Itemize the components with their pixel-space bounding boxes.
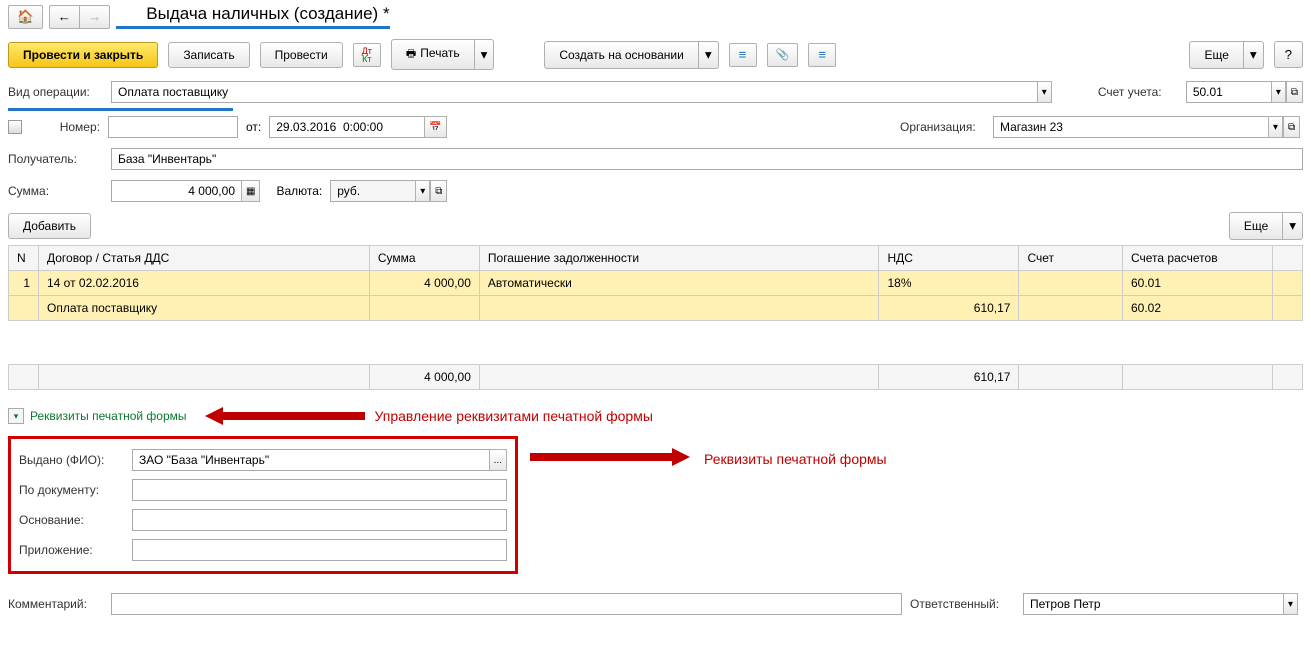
table-row: Оплата поставщику 610,17 60.02 <box>9 296 1303 321</box>
print-form-requisites: Выдано (ФИО): ... По документу: Основани… <box>8 436 518 574</box>
help-button[interactable]: ? <box>1274 41 1303 68</box>
annotation-arrow-left <box>205 405 365 427</box>
currency-input <box>330 180 415 202</box>
forward-button[interactable]: → <box>80 5 110 29</box>
more-dropdown[interactable]: ▾ <box>1244 41 1264 69</box>
responsible-input[interactable] <box>1023 593 1283 615</box>
issued-label: Выдано (ФИО): <box>19 453 124 467</box>
doc-label: По документу: <box>19 483 124 497</box>
account-input[interactable] <box>1186 81 1271 103</box>
col-extra[interactable] <box>1273 246 1303 271</box>
main-toolbar: Провести и закрыть Записать Провести ДтК… <box>0 33 1311 76</box>
currency-open[interactable] <box>430 180 447 202</box>
annotation-text-2: Реквизиты печатной формы <box>704 451 887 467</box>
menu-icon[interactable] <box>8 120 22 134</box>
org-input[interactable] <box>993 116 1268 138</box>
currency-label: Валюта: <box>276 184 322 198</box>
col-n[interactable]: N <box>9 246 39 271</box>
org-open[interactable] <box>1283 116 1300 138</box>
related-button[interactable] <box>729 43 757 67</box>
sum-calc-button[interactable]: ▦ <box>241 180 260 202</box>
table-more-button[interactable]: Еще <box>1229 212 1283 240</box>
table-totals-row: 4 000,00 610,17 <box>9 365 1303 390</box>
org-label: Организация: <box>900 120 985 134</box>
table-more-dropdown[interactable]: ▾ <box>1283 212 1303 240</box>
col-contract[interactable]: Договор / Статья ДДС <box>39 246 370 271</box>
recipient-row: Получатель: <box>0 143 1311 175</box>
add-row-button[interactable]: Добавить <box>8 213 91 239</box>
basis-label: Основание: <box>19 513 124 527</box>
more-button[interactable]: Еще <box>1189 41 1243 69</box>
table-empty-row <box>9 321 1303 365</box>
back-button[interactable]: ← <box>49 5 80 29</box>
currency-dropdown[interactable]: ▾ <box>415 180 430 202</box>
attach-input[interactable] <box>132 539 507 561</box>
table-toolbar: Добавить Еще ▾ <box>0 207 1311 245</box>
number-label: Номер: <box>30 120 100 134</box>
save-button[interactable]: Записать <box>168 42 249 68</box>
op-type-dropdown[interactable]: ▾ <box>1037 81 1052 103</box>
number-row: Номер: от: Организация: ▾ <box>0 111 1311 143</box>
annotation-arrow-right <box>530 446 690 471</box>
create-based-button[interactable]: Создать на основании <box>544 41 699 69</box>
col-accs[interactable]: Счета расчетов <box>1123 246 1273 271</box>
annotation-text-1: Управление реквизитами печатной формы <box>375 408 653 424</box>
attach-label: Приложение: <box>19 543 124 557</box>
date-picker-button[interactable] <box>424 116 446 138</box>
issued-input[interactable] <box>132 449 489 471</box>
account-dropdown[interactable]: ▾ <box>1271 81 1286 103</box>
post-button[interactable]: Провести <box>260 42 343 68</box>
col-repay[interactable]: Погашение задолженности <box>479 246 879 271</box>
operation-type-row: Вид операции: ▾ Счет учета: ▾ <box>0 76 1311 108</box>
print-form-section-toggle[interactable]: ▾ Реквизиты печатной формы <box>0 400 195 432</box>
print-button[interactable]: Печать <box>391 39 475 70</box>
dtkt-button[interactable]: ДтКт <box>353 43 381 67</box>
basis-input[interactable] <box>132 509 507 531</box>
page-title: Выдача наличных (создание) * <box>116 4 389 29</box>
comment-input[interactable] <box>111 593 902 615</box>
table-header-row: N Договор / Статья ДДС Сумма Погашение з… <box>9 246 1303 271</box>
col-vat[interactable]: НДС <box>879 246 1019 271</box>
op-type-label: Вид операции: <box>8 85 103 99</box>
date-input[interactable] <box>269 116 424 138</box>
sum-row: Сумма: ▦ Валюта: ▾ <box>0 175 1311 207</box>
responsible-dropdown[interactable]: ▾ <box>1283 593 1298 615</box>
issued-select-button[interactable]: ... <box>489 449 507 471</box>
col-sum[interactable]: Сумма <box>369 246 479 271</box>
ot-label: от: <box>246 120 261 134</box>
account-open[interactable] <box>1286 81 1303 103</box>
top-nav-bar: 🏠 ← → Выдача наличных (создание) * <box>0 0 1311 33</box>
list-button[interactable] <box>808 43 836 67</box>
col-acc[interactable]: Счет <box>1019 246 1123 271</box>
comment-label: Комментарий: <box>8 597 103 611</box>
responsible-label: Ответственный: <box>910 597 1015 611</box>
sum-label: Сумма: <box>8 184 103 198</box>
chevron-down-icon: ▾ <box>8 408 24 424</box>
doc-input[interactable] <box>132 479 507 501</box>
footer-row: Комментарий: Ответственный: ▾ <box>0 588 1311 620</box>
payments-table: N Договор / Статья ДДС Сумма Погашение з… <box>8 245 1303 390</box>
number-input[interactable] <box>108 116 238 138</box>
print-dropdown[interactable]: ▾ <box>475 39 495 70</box>
account-label: Счет учета: <box>1098 85 1178 99</box>
attach-button[interactable] <box>767 43 799 67</box>
org-dropdown[interactable]: ▾ <box>1268 116 1283 138</box>
sum-input[interactable] <box>111 180 241 202</box>
create-based-dropdown[interactable]: ▾ <box>699 41 719 69</box>
recipient-label: Получатель: <box>8 152 103 166</box>
post-and-close-button[interactable]: Провести и закрыть <box>8 42 158 68</box>
section-title: Реквизиты печатной формы <box>30 409 187 423</box>
op-type-input[interactable] <box>111 81 1037 103</box>
recipient-input[interactable] <box>111 148 1303 170</box>
table-row: 1 14 от 02.02.2016 4 000,00 Автоматическ… <box>9 271 1303 296</box>
home-button[interactable]: 🏠 <box>8 5 43 29</box>
